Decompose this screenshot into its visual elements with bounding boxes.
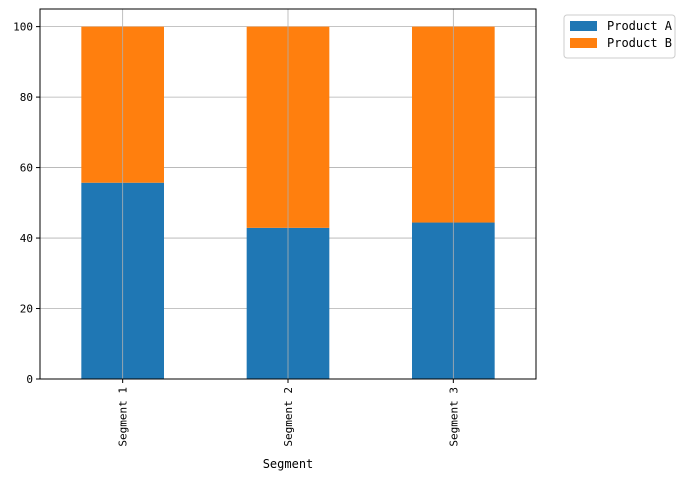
y-tick-label: 60 xyxy=(20,162,33,175)
legend-swatch xyxy=(570,38,597,48)
y-tick-label: 40 xyxy=(20,232,33,245)
y-axis-ticks: 0 20 40 60 80 100 xyxy=(13,21,40,386)
legend-label: Product A xyxy=(607,19,673,33)
x-tick-label: Segment 2 xyxy=(282,387,295,447)
legend: Product A Product B xyxy=(563,14,676,59)
x-axis-ticks: Segment 1 Segment 2 Segment 3 xyxy=(117,379,460,447)
legend-swatch xyxy=(570,21,597,31)
vertical-grid xyxy=(122,9,454,379)
y-tick-label: 0 xyxy=(26,373,33,386)
y-tick-label: 20 xyxy=(20,303,33,316)
y-tick-label: 100 xyxy=(13,21,33,34)
x-tick-label: Segment 3 xyxy=(447,387,460,447)
legend-label: Product B xyxy=(607,36,672,50)
x-axis-label: Segment xyxy=(263,457,314,471)
y-tick-label: 80 xyxy=(20,91,33,104)
x-tick-label: Segment 1 xyxy=(117,387,130,447)
